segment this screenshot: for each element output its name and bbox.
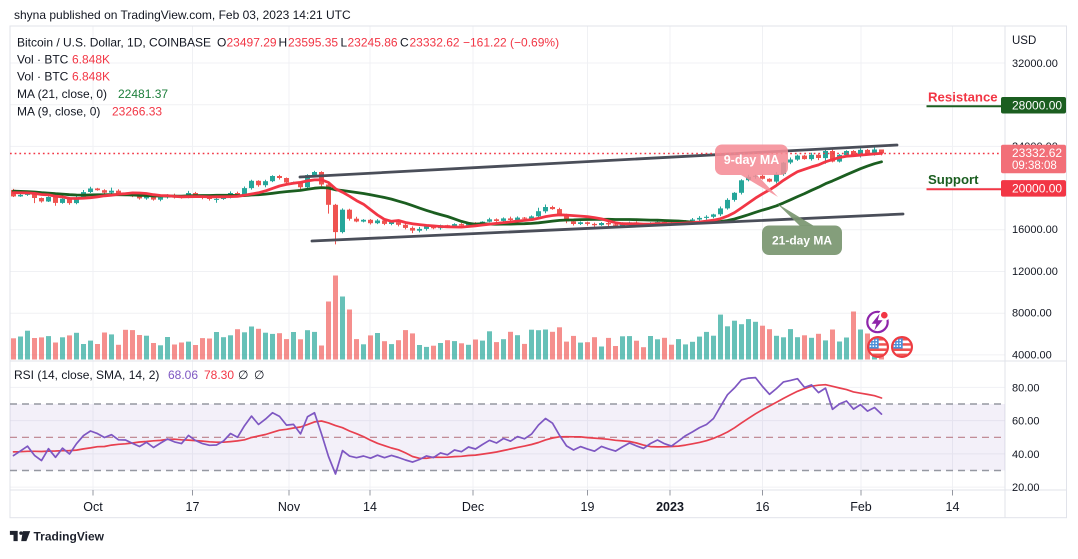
svg-text:14: 14 xyxy=(946,500,960,514)
svg-text:shyna published on TradingView: shyna published on TradingView.com, Feb … xyxy=(14,8,351,22)
svg-text:14: 14 xyxy=(363,500,377,514)
svg-text:23266.33: 23266.33 xyxy=(112,104,162,118)
svg-text:MA (9, close, 0): MA (9, close, 0) xyxy=(17,104,100,118)
svg-text:28000.00: 28000.00 xyxy=(1012,99,1062,113)
svg-text:68.06: 68.06 xyxy=(168,368,198,382)
svg-text:Vol · BTC: Vol · BTC xyxy=(17,53,69,67)
svg-text:23595.35: 23595.35 xyxy=(288,36,338,50)
svg-text:∅: ∅ xyxy=(254,368,264,382)
svg-text:78.30: 78.30 xyxy=(204,368,234,382)
svg-text:20.00: 20.00 xyxy=(1012,482,1040,494)
svg-text:Vol · BTC: Vol · BTC xyxy=(17,70,69,84)
svg-text:09:38:08: 09:38:08 xyxy=(1012,160,1057,172)
svg-text:8000.00: 8000.00 xyxy=(1012,308,1052,320)
svg-text:60.00: 60.00 xyxy=(1012,416,1040,428)
svg-text:23332.62: 23332.62 xyxy=(1012,146,1062,160)
svg-text:6.848K: 6.848K xyxy=(72,53,110,67)
svg-text:Bitcoin / U.S. Dollar, 1D, COI: Bitcoin / U.S. Dollar, 1D, COINBASE xyxy=(17,36,211,50)
svg-text:16: 16 xyxy=(756,500,770,514)
svg-text:4000.00: 4000.00 xyxy=(1012,349,1052,361)
svg-text:TradingView: TradingView xyxy=(34,530,105,544)
svg-text:C: C xyxy=(400,36,409,50)
svg-text:40.00: 40.00 xyxy=(1012,449,1040,461)
svg-text:USD: USD xyxy=(1012,35,1036,47)
svg-text:21-day MA: 21-day MA xyxy=(772,234,832,248)
svg-text:L: L xyxy=(341,36,348,50)
svg-text:Oct: Oct xyxy=(83,500,103,514)
svg-text:22481.37: 22481.37 xyxy=(118,87,168,101)
svg-text:Dec: Dec xyxy=(462,500,484,514)
svg-text:17: 17 xyxy=(186,500,200,514)
svg-text:16000.00: 16000.00 xyxy=(1012,224,1058,236)
svg-text:MA (21, close, 0): MA (21, close, 0) xyxy=(17,87,107,101)
svg-text:23497.29: 23497.29 xyxy=(227,36,277,50)
svg-text:12000.00: 12000.00 xyxy=(1012,266,1058,278)
svg-text:9-day MA: 9-day MA xyxy=(724,153,780,167)
svg-text:32000.00: 32000.00 xyxy=(1012,58,1058,70)
svg-text:RSI (14, close, SMA, 14, 2): RSI (14, close, SMA, 14, 2) xyxy=(14,368,159,382)
svg-text:19: 19 xyxy=(581,500,595,514)
svg-text:6.848K: 6.848K xyxy=(72,70,110,84)
svg-text:∅: ∅ xyxy=(238,368,248,382)
svg-text:23245.86: 23245.86 xyxy=(348,36,398,50)
svg-text:2023: 2023 xyxy=(656,500,684,514)
svg-text:−161.22 (−0.69%): −161.22 (−0.69%) xyxy=(463,36,559,50)
svg-text:20000.00: 20000.00 xyxy=(1012,182,1062,196)
svg-text:Nov: Nov xyxy=(278,500,301,514)
svg-text:80.00: 80.00 xyxy=(1012,382,1040,394)
svg-text:H: H xyxy=(279,36,288,50)
svg-text:Feb: Feb xyxy=(850,500,872,514)
svg-text:Resistance: Resistance xyxy=(928,90,998,105)
svg-text:23332.62: 23332.62 xyxy=(410,36,460,50)
svg-text:Support: Support xyxy=(928,172,979,187)
svg-text:O: O xyxy=(217,36,226,50)
